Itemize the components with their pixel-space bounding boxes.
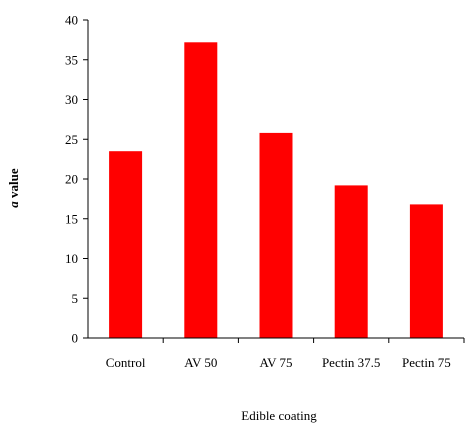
x-tick-label: AV 50: [184, 355, 217, 370]
bar: [259, 132, 293, 338]
bar: [109, 151, 143, 338]
y-axis-ticks: 0 5 10 15 20 25 30 35 40: [65, 13, 88, 346]
y-tick-label: 10: [65, 251, 78, 266]
y-tick-label: 35: [65, 52, 78, 67]
bar: [184, 42, 218, 339]
x-tick-label: Control: [106, 355, 146, 370]
y-tick-label: 30: [65, 92, 78, 107]
bars: [109, 42, 443, 339]
y-tick-label: 15: [65, 211, 78, 226]
x-tick-label: Pectin 75: [402, 355, 451, 370]
y-tick-label: 5: [72, 291, 79, 306]
x-axis-tick-labels: Control AV 50 AV 75 Pectin 37.5 Pectin 75: [106, 338, 465, 370]
y-tick-label: 25: [65, 132, 78, 147]
x-tick-label: AV 75: [259, 355, 292, 370]
y-tick-label: 20: [65, 172, 78, 187]
x-tick-label: Pectin 37.5: [322, 355, 381, 370]
bar: [409, 204, 443, 338]
x-axis-title: Edible coating: [241, 408, 317, 423]
y-tick-label: 40: [65, 13, 78, 28]
y-axis-title-rest: value: [6, 168, 21, 201]
bar: [334, 185, 368, 338]
y-axis-title: a value: [6, 168, 21, 208]
y-axis-title-variable: a: [6, 201, 21, 208]
y-tick-label: 0: [72, 331, 79, 346]
